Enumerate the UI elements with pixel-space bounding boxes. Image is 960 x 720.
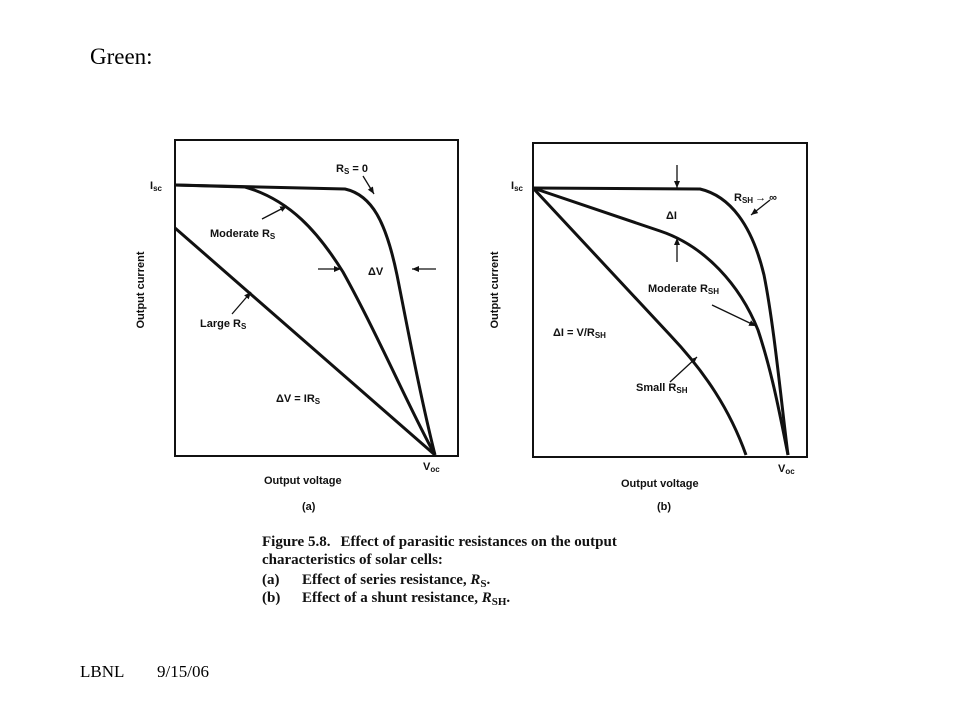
curve-moderate-rsh	[532, 186, 790, 456]
label-dv-equation: ΔV = IRS	[276, 393, 321, 406]
arrow-moderate-rs	[261, 205, 288, 220]
footer-date: 9/15/06	[157, 662, 209, 681]
panel-a-tag: (a)	[302, 501, 316, 513]
caption-item-a-tag: (a)	[262, 572, 280, 588]
label-rs-zero: RS = 0	[336, 163, 368, 176]
panel-a-frame	[174, 139, 459, 457]
caption-item-a: Effect of series resistance, RS.	[302, 572, 491, 590]
label-delta-i: ΔI	[666, 210, 677, 222]
panel-b-isc-label: Isc	[511, 180, 524, 193]
caption-item-b: Effect of a shunt resistance, RSH.	[302, 590, 510, 608]
label-rsh-infinite: RSH → ∞	[734, 192, 777, 205]
curve-small-rsh	[531, 186, 748, 456]
panel-b-tag: (b)	[657, 501, 671, 513]
arrow-rsh-infinite	[750, 199, 771, 216]
arrow-large-rs	[231, 291, 252, 315]
caption-line-1: Figure 5.8. Effect of parasitic resistanc…	[262, 534, 617, 550]
figure-caption: Figure 5.8. Effect of parasitic resistanc…	[262, 534, 617, 608]
arrow-small-rsh	[669, 356, 698, 383]
arrow-rs-zero	[362, 175, 375, 195]
panel-a-x-axis-label: Output voltage	[264, 475, 342, 487]
caption-line-2: characteristics of solar cells:	[262, 552, 443, 568]
curve-rsh-infinite	[532, 186, 790, 456]
panel-a-isc-label: Isc	[150, 180, 163, 193]
curve-moderate-rs	[174, 183, 437, 456]
label-large-rs: Large RS	[200, 318, 247, 331]
panel-b-voc-label: Voc	[778, 463, 795, 476]
panel-b-y-axis-label: Output current	[489, 251, 501, 328]
label-moderate-rsh: Moderate RSH	[648, 283, 719, 296]
arrow-moderate-rsh	[711, 304, 757, 327]
curve-large-rs	[174, 226, 436, 457]
panel-b-frame	[532, 142, 808, 458]
label-delta-v: ΔV	[368, 266, 384, 278]
panel-b-x-axis-label: Output voltage	[621, 478, 699, 490]
curve-rs-zero	[174, 183, 437, 456]
footer-lbnl: LBNL	[80, 662, 125, 681]
panel-b: Isc Voc Output voltage (b) Output curren…	[489, 142, 808, 513]
caption-item-b-tag: (b)	[262, 590, 280, 606]
label-small-rsh: Small RSH	[636, 382, 688, 395]
panel-a: Isc Voc Output voltage (a) Output curren…	[135, 139, 459, 513]
slide-title: Green:	[90, 44, 153, 69]
panel-a-y-axis-label: Output current	[135, 251, 147, 328]
label-di-equation: ΔI = V/RSH	[553, 327, 606, 340]
panel-a-voc-label: Voc	[423, 461, 440, 474]
label-moderate-rs: Moderate RS	[210, 228, 276, 241]
